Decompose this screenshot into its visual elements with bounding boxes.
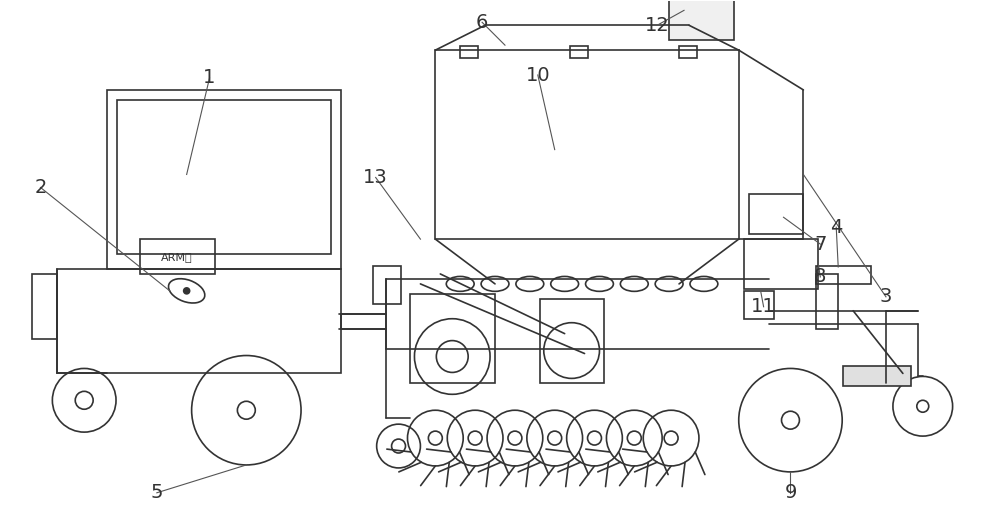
Bar [32,274,57,339]
Text: 6: 6 [476,13,488,32]
Bar [435,50,739,239]
Text: 10: 10 [525,66,550,85]
Bar [140,239,215,274]
Bar [816,266,871,284]
Text: 13: 13 [363,168,388,187]
Bar [669,0,734,40]
Bar [816,274,838,329]
Bar [373,266,401,304]
Text: 9: 9 [784,484,797,503]
Text: 3: 3 [880,287,892,306]
Text: 12: 12 [645,16,670,35]
Text: ARM机: ARM机 [161,252,193,261]
Bar [744,291,774,318]
Circle shape [184,288,190,294]
Bar [749,194,803,234]
Text: 2: 2 [34,178,47,197]
Bar [460,46,478,58]
Bar [107,90,341,269]
Text: 4: 4 [830,218,842,236]
Bar [843,367,911,386]
Bar [679,46,697,58]
Bar [410,294,495,384]
Text: 5: 5 [151,484,163,503]
Bar [540,299,604,384]
Text: 7: 7 [814,234,826,253]
Bar [57,269,341,373]
Text: 11: 11 [751,297,776,316]
Bar [117,100,331,254]
Text: 8: 8 [814,268,826,286]
Bar [744,239,818,289]
Text: 1: 1 [203,68,216,87]
Bar [570,46,588,58]
